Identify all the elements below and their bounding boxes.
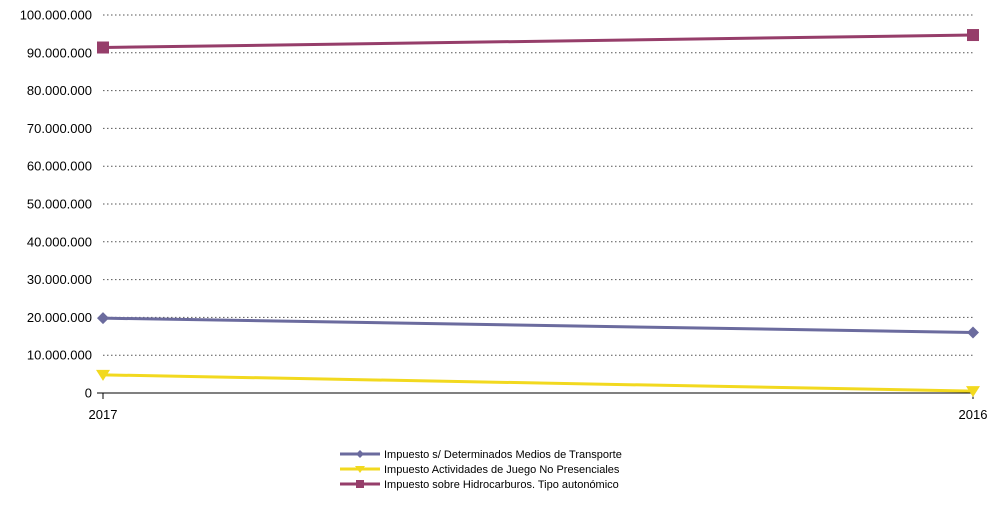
y-tick-label: 20.000.000 [27,310,92,325]
data-point [97,41,109,54]
x-axis: 2017 2016 [89,392,988,422]
legend-marker [356,450,364,458]
legend-marker [356,480,364,488]
legend-entry: Impuesto sobre Hidrocarburos. Tipo auton… [340,479,619,491]
series-line [102,373,974,393]
y-tick-label: 90.000.000 [27,45,92,60]
y-tick-label: 30.000.000 [27,272,92,287]
legend-marker [355,466,365,473]
data-point [96,369,110,381]
legend-label: Impuesto Actividades de Juego No Presenc… [384,464,620,476]
y-tick-label: 40.000.000 [27,234,92,249]
legend-entry: Impuesto Actividades de Juego No Presenc… [340,464,620,476]
data-point [967,29,979,42]
y-axis: 0 10.000.000 20.000.000 30.000.000 40.000.00… [20,8,103,401]
legend-entry: Impuesto s/ Determinados Medios de Trans… [340,449,622,461]
legend-label: Impuesto s/ Determinados Medios de Trans… [384,449,622,461]
y-tick-label: 70.000.000 [27,121,92,136]
y-tick-label: 100.000.000 [20,8,92,23]
series-line [102,316,974,335]
data-point [967,326,979,339]
y-tick-label: 60.000.000 [27,159,92,174]
y-tick-label: 10.000.000 [27,348,92,363]
x-tick-label: 2017 [89,407,118,422]
legend: Impuesto s/ Determinados Medios de Trans… [340,449,622,491]
series-lines [96,29,980,398]
gridlines [103,14,973,356]
x-tick-label: 2016 [959,407,988,422]
data-point [97,312,109,325]
y-tick-label: 80.000.000 [27,83,92,98]
y-tick-label: 50.000.000 [27,197,92,212]
data-point [966,386,980,398]
series-line [102,33,974,50]
y-tick-label: 0 [85,386,92,401]
legend-label: Impuesto sobre Hidrocarburos. Tipo auton… [384,479,619,491]
